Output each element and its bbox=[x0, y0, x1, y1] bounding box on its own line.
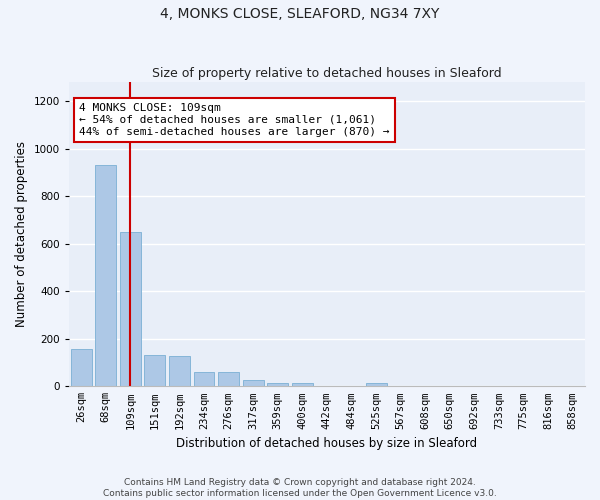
Bar bbox=[243, 380, 263, 386]
Text: 4 MONKS CLOSE: 109sqm
← 54% of detached houses are smaller (1,061)
44% of semi-d: 4 MONKS CLOSE: 109sqm ← 54% of detached … bbox=[79, 104, 389, 136]
Bar bbox=[365, 382, 386, 386]
Y-axis label: Number of detached properties: Number of detached properties bbox=[15, 141, 28, 327]
Bar bbox=[95, 165, 116, 386]
Bar bbox=[71, 350, 92, 387]
Bar bbox=[218, 372, 239, 386]
Bar bbox=[120, 232, 141, 386]
Title: Size of property relative to detached houses in Sleaford: Size of property relative to detached ho… bbox=[152, 66, 502, 80]
Bar bbox=[145, 356, 166, 386]
Bar bbox=[169, 356, 190, 386]
Bar bbox=[194, 372, 214, 386]
Bar bbox=[292, 384, 313, 386]
Text: Contains HM Land Registry data © Crown copyright and database right 2024.
Contai: Contains HM Land Registry data © Crown c… bbox=[103, 478, 497, 498]
X-axis label: Distribution of detached houses by size in Sleaford: Distribution of detached houses by size … bbox=[176, 437, 478, 450]
Bar bbox=[268, 382, 288, 386]
Text: 4, MONKS CLOSE, SLEAFORD, NG34 7XY: 4, MONKS CLOSE, SLEAFORD, NG34 7XY bbox=[160, 8, 440, 22]
